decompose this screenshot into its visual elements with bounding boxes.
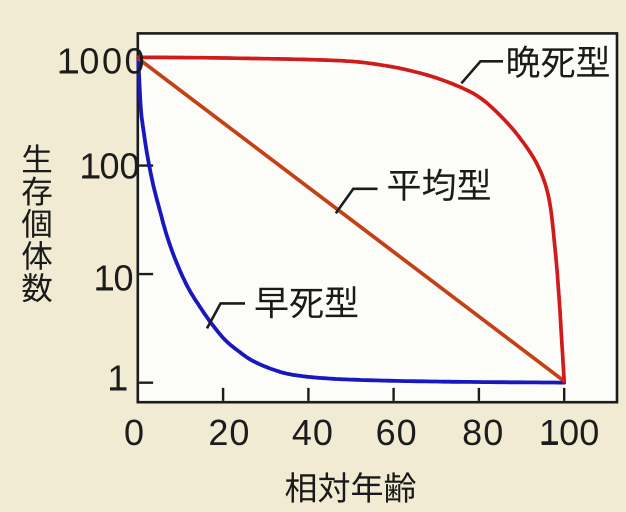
- svg-text:100: 100: [79, 146, 139, 187]
- svg-text:20: 20: [208, 412, 250, 453]
- svg-text:1: 1: [107, 358, 127, 399]
- svg-text:0: 0: [124, 412, 144, 453]
- svg-text:1000: 1000: [57, 41, 147, 82]
- svg-text:60: 60: [376, 412, 418, 453]
- svg-text:10: 10: [93, 258, 133, 299]
- svg-text:40: 40: [292, 412, 334, 453]
- svg-text:80: 80: [462, 412, 504, 453]
- svg-text:100: 100: [539, 412, 599, 453]
